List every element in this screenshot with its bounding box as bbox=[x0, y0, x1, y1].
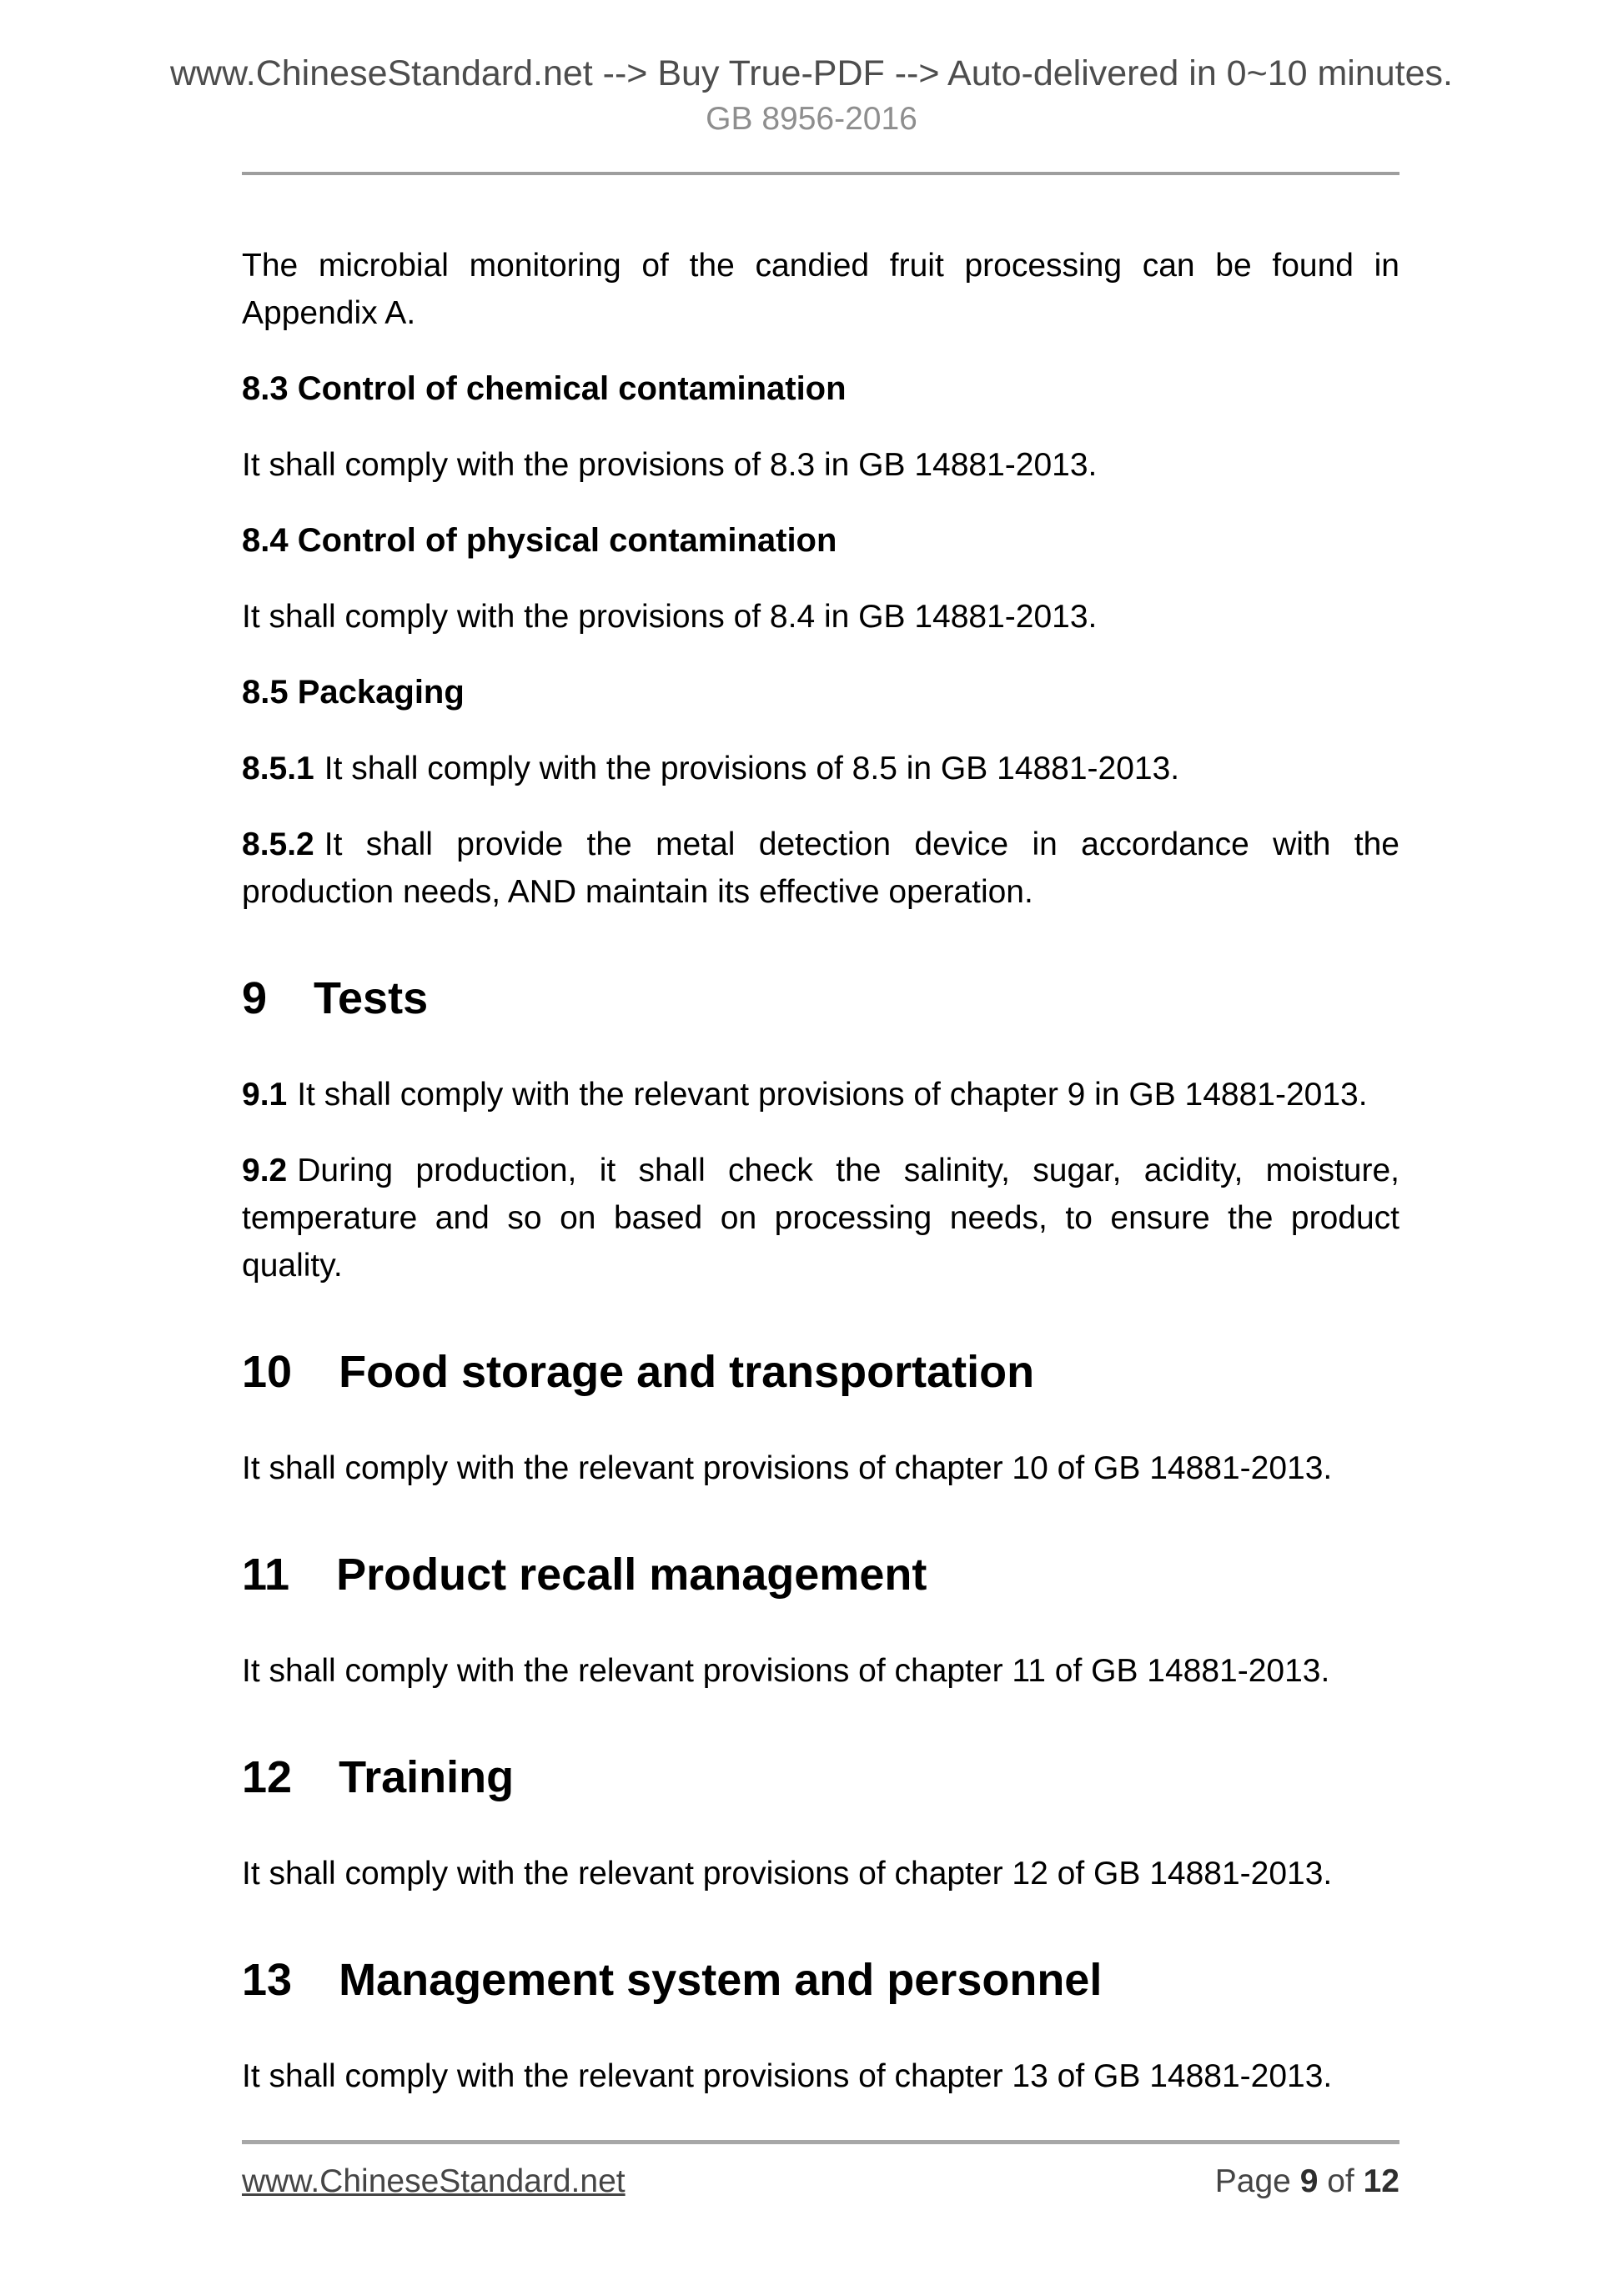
paragraph: It shall comply with the relevant provis… bbox=[242, 1647, 1399, 1695]
paragraph-line: It shall comply with the relevant provis… bbox=[242, 2058, 1333, 2094]
paragraph-line: production needs, AND maintain its effec… bbox=[242, 874, 1033, 910]
clause-number: 9.2 bbox=[242, 1153, 288, 1188]
site-link[interactable]: www.ChineseStandard.net bbox=[242, 2163, 626, 2199]
document-body: The microbial monitoring of the candied … bbox=[242, 175, 1399, 2100]
footer-row: www.ChineseStandard.net Page 9 of 12 bbox=[242, 2163, 1399, 2201]
subsection-heading: 8.3 Control of chemical contamination bbox=[242, 370, 847, 407]
clause-number: 8.5.2 bbox=[242, 826, 314, 862]
paragraph-line: 8.5.1 It shall comply with the provisions… bbox=[242, 745, 1399, 792]
section-heading: 11 Product recall management bbox=[242, 1549, 1399, 1600]
page-current: 9 bbox=[1299, 2163, 1319, 2199]
page-label: Page bbox=[1214, 2163, 1291, 2199]
clause-number: 9.1 bbox=[242, 1077, 288, 1113]
footer-divider bbox=[242, 2140, 1399, 2144]
paragraph: 8.5.2 It shall provide the metal detectio… bbox=[242, 821, 1399, 916]
section-number: 13 bbox=[242, 1955, 293, 2005]
paragraph-line: 9.1 It shall comply with the relevant pro… bbox=[242, 1071, 1399, 1118]
paragraph: It shall comply with the relevant provis… bbox=[242, 1444, 1399, 1492]
paragraph-line: It shall comply with the relevant provis… bbox=[242, 1856, 1333, 1892]
subsection-heading: 8.4 Control of physical contamination bbox=[242, 522, 837, 559]
section-title: Tests bbox=[314, 973, 429, 1023]
section-number: 9 bbox=[242, 973, 268, 1023]
paragraph-line: It shall comply with the relevant provis… bbox=[242, 1653, 1330, 1689]
paragraph: 8.5.1 It shall comply with the provisions… bbox=[242, 745, 1399, 792]
section-title: Management system and personnel bbox=[339, 1955, 1103, 2005]
paragraph-line: 9.2 During production, it shall check the… bbox=[242, 1147, 1399, 1194]
paragraph: It shall comply with the relevant provis… bbox=[242, 2052, 1399, 2100]
clause-text: During production, it shall check the sa… bbox=[297, 1153, 1399, 1188]
section-number: 11 bbox=[242, 1550, 290, 1600]
section-number: 10 bbox=[242, 1347, 293, 1397]
section-heading: 9 Tests bbox=[242, 972, 1399, 1024]
subsection-heading: 8.5 Packaging bbox=[242, 674, 465, 711]
section-heading: 10 Food storage and transportation bbox=[242, 1346, 1399, 1398]
clause-number: 8.5.1 bbox=[242, 751, 314, 786]
paragraph: 9.1 It shall comply with the relevant pro… bbox=[242, 1071, 1399, 1118]
paragraph-line: quality. bbox=[242, 1248, 343, 1284]
paragraph: 9.2 During production, it shall check the… bbox=[242, 1147, 1399, 1289]
paragraph: It shall comply with the provisions of 8… bbox=[242, 441, 1399, 489]
clause-text: It shall comply with the provisions of 8… bbox=[324, 751, 1180, 786]
header-divider bbox=[242, 172, 1399, 175]
section-heading: 12 Training bbox=[242, 1751, 1399, 1803]
paragraph: The microbial monitoring of the candied … bbox=[242, 242, 1399, 337]
paragraph-line: 8.5.2 It shall provide the metal detectio… bbox=[242, 821, 1399, 868]
paragraph: It shall comply with the relevant provis… bbox=[242, 1850, 1399, 1897]
paragraph-line: temperature and so on based on processin… bbox=[242, 1200, 1399, 1236]
clause-text: It shall provide the metal detection dev… bbox=[324, 826, 1399, 862]
paragraph-line: It shall comply with the provisions of 8… bbox=[242, 599, 1098, 635]
clause-text: It shall comply with the relevant provis… bbox=[297, 1077, 1368, 1113]
section-title: Training bbox=[339, 1752, 515, 1802]
paragraph-line: The microbial monitoring of the candied … bbox=[242, 248, 1399, 284]
standard-number: GB 8956-2016 bbox=[706, 101, 917, 137]
section-title: Product recall management bbox=[336, 1550, 927, 1600]
of-label: of bbox=[1327, 2163, 1354, 2199]
paragraph: It shall comply with the provisions of 8… bbox=[242, 593, 1399, 641]
paragraph-line: It shall comply with the provisions of 8… bbox=[242, 447, 1098, 483]
section-heading: 13 Management system and personnel bbox=[242, 1954, 1399, 2006]
page-indicator: Page 9 of 12 bbox=[1215, 2163, 1399, 2201]
paragraph-line: It shall comply with the relevant provis… bbox=[242, 1450, 1333, 1486]
section-number: 12 bbox=[242, 1752, 293, 1802]
paragraph-line: Appendix A. bbox=[242, 295, 416, 331]
page-header: www.ChineseStandard.net --> Buy True-PDF… bbox=[0, 0, 1623, 138]
header-note: www.ChineseStandard.net --> Buy True-PDF… bbox=[169, 53, 1453, 93]
page-total: 12 bbox=[1363, 2163, 1399, 2199]
page-footer: www.ChineseStandard.net Page 9 of 12 bbox=[242, 2140, 1399, 2201]
section-title: Food storage and transportation bbox=[339, 1347, 1035, 1397]
